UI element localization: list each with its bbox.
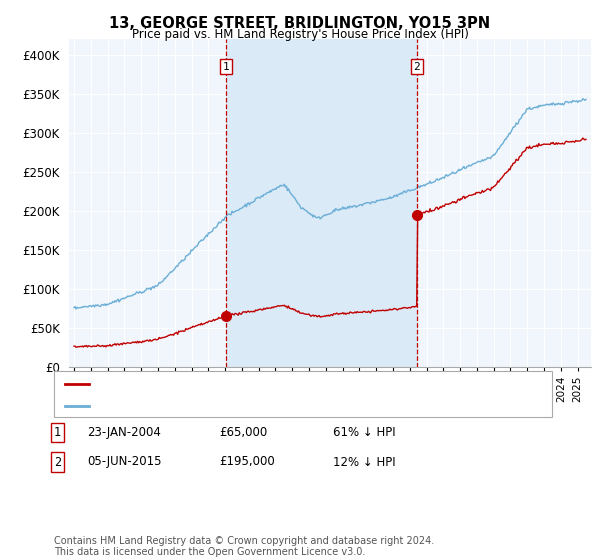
Text: 05-JUN-2015: 05-JUN-2015: [87, 455, 161, 469]
Text: Contains HM Land Registry data © Crown copyright and database right 2024.
This d: Contains HM Land Registry data © Crown c…: [54, 535, 434, 557]
Bar: [226, 39, 417, 367]
Text: 23-JAN-2004: 23-JAN-2004: [87, 426, 161, 439]
Text: 13, GEORGE STREET, BRIDLINGTON, YO15 3PN: 13, GEORGE STREET, BRIDLINGTON, YO15 3PN: [109, 16, 491, 31]
Text: 12% ↓ HPI: 12% ↓ HPI: [333, 455, 395, 469]
Text: Price paid vs. HM Land Registry's House Price Index (HPI): Price paid vs. HM Land Registry's House …: [131, 28, 469, 41]
Text: 2: 2: [413, 62, 421, 72]
Text: 1: 1: [54, 426, 61, 439]
Text: 13, GEORGE STREET, BRIDLINGTON, YO15 3PN (detached house): 13, GEORGE STREET, BRIDLINGTON, YO15 3PN…: [93, 379, 448, 389]
Text: 1: 1: [223, 62, 230, 72]
Text: HPI: Average price, detached house, East Riding of Yorkshire: HPI: Average price, detached house, East…: [93, 401, 424, 411]
Text: 61% ↓ HPI: 61% ↓ HPI: [333, 426, 395, 439]
Text: £65,000: £65,000: [219, 426, 267, 439]
Text: £195,000: £195,000: [219, 455, 275, 469]
Text: 2: 2: [54, 455, 61, 469]
